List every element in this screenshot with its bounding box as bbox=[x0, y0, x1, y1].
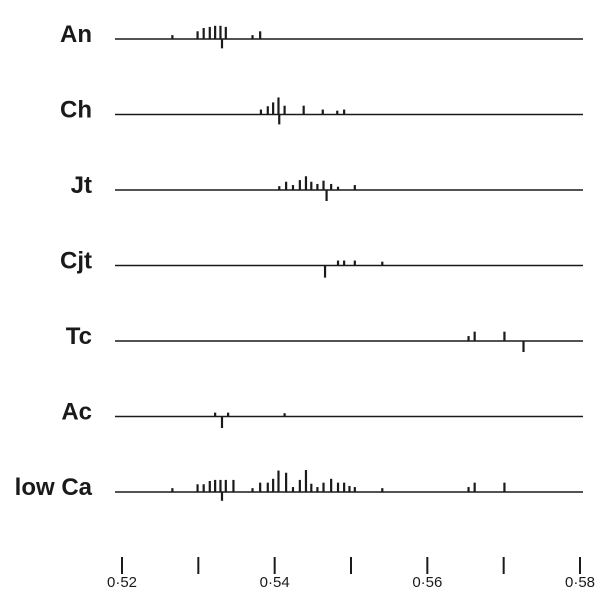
x-tick-label: 0·52 bbox=[107, 574, 137, 591]
row-label: Tc bbox=[66, 323, 92, 350]
x-tick-label: 0·54 bbox=[260, 574, 290, 591]
row-label: An bbox=[60, 21, 92, 48]
row-label: low Ca bbox=[15, 474, 93, 501]
x-tick-label: 0·56 bbox=[412, 574, 442, 591]
row-label: Ac bbox=[61, 399, 92, 426]
row-label: Jt bbox=[71, 172, 92, 199]
row-label: Ch bbox=[60, 97, 92, 124]
row-label: Cjt bbox=[60, 248, 92, 275]
x-tick-label: 0·58 bbox=[565, 574, 595, 591]
